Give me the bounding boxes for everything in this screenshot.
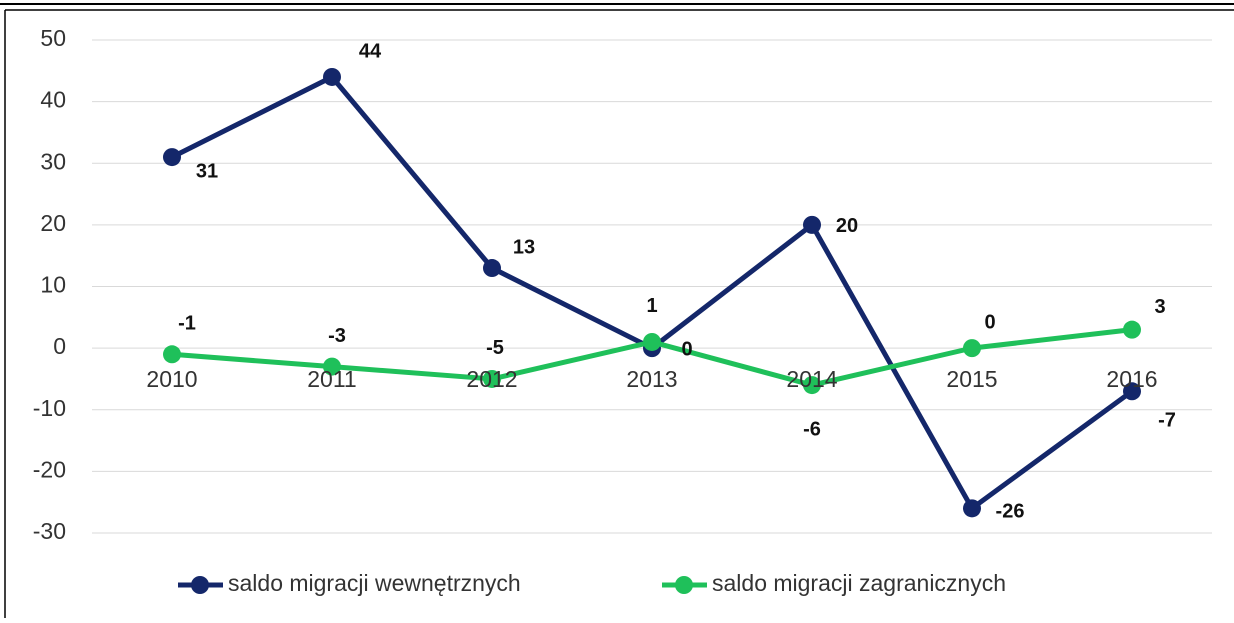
x-tick-label: 2016 xyxy=(1106,366,1157,392)
legend-marker xyxy=(675,576,693,594)
y-tick-label: 40 xyxy=(40,87,66,113)
y-tick-label: 30 xyxy=(40,148,66,174)
x-tick-label: 2010 xyxy=(146,366,197,392)
data-point xyxy=(963,499,981,518)
data-point xyxy=(1123,320,1141,339)
x-tick-label: 2015 xyxy=(946,366,997,392)
series-line xyxy=(170,74,1134,511)
data-label: 20 xyxy=(836,215,858,237)
y-tick-label: -20 xyxy=(33,456,66,482)
data-label: -3 xyxy=(328,325,346,347)
data-label: -1 xyxy=(178,313,196,335)
y-tick-label: -30 xyxy=(33,518,66,544)
y-tick-label: 20 xyxy=(40,210,66,236)
legend-label: saldo migracji zagranicznych xyxy=(712,570,1006,596)
data-point xyxy=(643,332,661,351)
data-point xyxy=(803,376,821,395)
data-label: 0 xyxy=(984,311,995,333)
data-point xyxy=(163,345,181,364)
y-tick-label: 0 xyxy=(53,333,66,359)
data-point xyxy=(483,369,501,388)
data-label: 31 xyxy=(196,160,218,182)
x-tick-label: 2011 xyxy=(307,366,356,392)
data-point xyxy=(323,67,341,86)
data-label: -6 xyxy=(803,418,821,440)
x-tick-label: 2014 xyxy=(786,366,837,392)
x-tick-label: 2013 xyxy=(626,366,677,392)
data-label: -5 xyxy=(486,337,504,359)
data-point xyxy=(963,339,981,358)
y-tick-label: 50 xyxy=(40,25,66,51)
data-label: 1 xyxy=(646,295,657,317)
data-label: 3 xyxy=(1154,296,1165,318)
data-label: 44 xyxy=(359,40,382,62)
data-point xyxy=(803,215,821,234)
data-label: -26 xyxy=(996,501,1025,523)
data-label: 0 xyxy=(681,338,692,360)
legend-label: saldo migracji wewnętrznych xyxy=(228,570,521,596)
data-label: -7 xyxy=(1158,410,1176,432)
y-tick-label: 10 xyxy=(40,272,66,298)
y-tick-label: -10 xyxy=(33,395,66,421)
data-point xyxy=(323,357,341,376)
legend-marker xyxy=(191,576,209,594)
data-point xyxy=(483,259,501,278)
data-point xyxy=(1123,382,1141,401)
x-tick-label: 2012 xyxy=(466,366,517,392)
data-label: 13 xyxy=(513,236,535,258)
data-point xyxy=(163,148,181,167)
